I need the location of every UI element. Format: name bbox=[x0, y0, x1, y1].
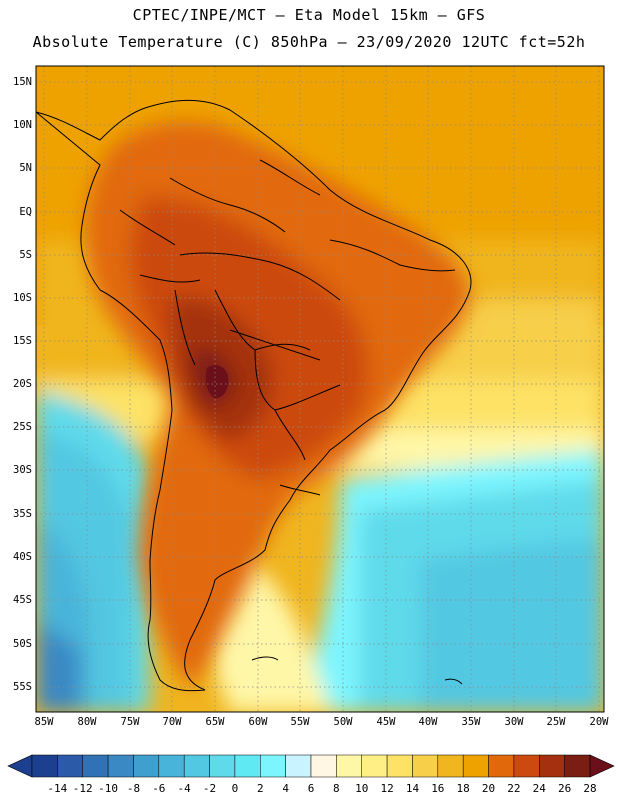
colorbar-swatch bbox=[539, 754, 565, 778]
colorbar-tick-label: 26 bbox=[558, 782, 572, 795]
colorbar-tick-label: 4 bbox=[282, 782, 289, 795]
graticule bbox=[36, 66, 604, 712]
lon-label: 35W bbox=[461, 716, 481, 728]
lat-label: 30S bbox=[13, 464, 32, 476]
lon-label: 25W bbox=[546, 716, 566, 728]
coastline bbox=[35, 99, 472, 692]
colorbar-tick-label: 20 bbox=[481, 782, 496, 795]
colorbar-tick-label: 28 bbox=[583, 782, 597, 795]
lat-label: 15N bbox=[13, 76, 32, 88]
lat-label: 25S bbox=[13, 421, 32, 433]
colorbar-swatch bbox=[209, 754, 236, 778]
lon-label: 55W bbox=[290, 716, 310, 728]
map-frame bbox=[35, 65, 605, 713]
lat-label: 45S bbox=[13, 594, 32, 606]
lon-label: 30W bbox=[504, 716, 524, 728]
lon-label: 20W bbox=[589, 716, 609, 728]
lat-label: 55S bbox=[13, 681, 32, 693]
colorbar-swatch bbox=[82, 754, 109, 778]
colorbar bbox=[7, 754, 615, 778]
colorbar-tick-label: -2 bbox=[202, 782, 217, 795]
colorbar-tick-label: 18 bbox=[456, 782, 470, 795]
colorbar-swatch bbox=[462, 754, 489, 778]
colorbar-swatch bbox=[234, 754, 261, 778]
colorbar-tick-label: 22 bbox=[507, 782, 521, 795]
temperature-field bbox=[36, 66, 604, 712]
lon-label: 85W bbox=[34, 716, 54, 728]
lon-label: 60W bbox=[248, 716, 268, 728]
lon-label: 65W bbox=[205, 716, 225, 728]
map-title-model: CPTEC/INPE/MCT – Eta Model 15km – GFS bbox=[132, 6, 486, 24]
colorbar-swatch bbox=[285, 754, 312, 778]
colorbar-tick-label: -14 bbox=[47, 782, 68, 795]
colorbar-tick-label: -10 bbox=[98, 782, 119, 795]
colorbar-tick-label: 14 bbox=[405, 782, 420, 795]
colorbar-swatch bbox=[310, 754, 337, 778]
colorbar-swatch bbox=[158, 754, 185, 778]
colorbar-swatch bbox=[513, 754, 540, 778]
colorbar-swatch bbox=[361, 754, 388, 778]
colorbar-swatch bbox=[336, 754, 362, 778]
lon-label: 75W bbox=[120, 716, 140, 728]
map-title-variable: Absolute Temperature (C) 850hPa – 23/09/… bbox=[32, 33, 586, 51]
colorbar-under-arrow bbox=[7, 754, 33, 778]
colorbar-swatch bbox=[133, 754, 160, 778]
lat-label: 5N bbox=[19, 162, 32, 174]
lat-label: 20S bbox=[13, 378, 32, 390]
colorbar-swatch bbox=[57, 754, 83, 778]
lat-label: 35S bbox=[13, 508, 32, 520]
colorbar-swatch bbox=[564, 754, 591, 778]
colorbar-swatch bbox=[488, 754, 515, 778]
colorbar-tick-label: 12 bbox=[380, 782, 394, 795]
lon-label: 40W bbox=[418, 716, 438, 728]
colorbar-tick-label: 0 bbox=[231, 782, 239, 795]
lon-label: 70W bbox=[162, 716, 182, 728]
colorbar-tick-label: -4 bbox=[177, 782, 191, 795]
lat-label: 15S bbox=[13, 335, 32, 347]
lat-label: 40S bbox=[13, 551, 32, 563]
colorbar-swatch bbox=[31, 754, 58, 778]
colorbar-tick-label: 24 bbox=[532, 782, 546, 795]
lat-label: 10S bbox=[13, 292, 32, 304]
colorbar-tick-label: -12 bbox=[72, 782, 93, 795]
lat-label: EQ bbox=[19, 206, 32, 218]
lon-label: 80W bbox=[77, 716, 97, 728]
colorbar-swatch bbox=[412, 754, 439, 778]
colorbar-swatch bbox=[386, 754, 413, 778]
lon-label: 45W bbox=[376, 716, 396, 728]
lat-label: 10N bbox=[13, 119, 32, 131]
lon-label: 50W bbox=[333, 716, 353, 728]
colorbar-swatch bbox=[437, 754, 464, 778]
colorbar-tick-label: -8 bbox=[126, 782, 141, 795]
colorbar-swatch bbox=[107, 754, 134, 778]
lat-label: 5S bbox=[19, 249, 32, 261]
colorbar-swatch bbox=[260, 754, 286, 778]
colorbar-tick-label: 8 bbox=[333, 782, 340, 795]
colorbar-over-arrow bbox=[589, 754, 615, 778]
colorbar-tick-label: 16 bbox=[431, 782, 445, 795]
colorbar-swatch bbox=[183, 754, 210, 778]
colorbar-tick-label: -6 bbox=[152, 782, 166, 795]
lat-label: 50S bbox=[13, 638, 32, 650]
colorbar-tick-label: 2 bbox=[256, 782, 264, 795]
colorbar-tick-label: 6 bbox=[307, 782, 315, 795]
colorbar-tick-label: 10 bbox=[355, 782, 369, 795]
